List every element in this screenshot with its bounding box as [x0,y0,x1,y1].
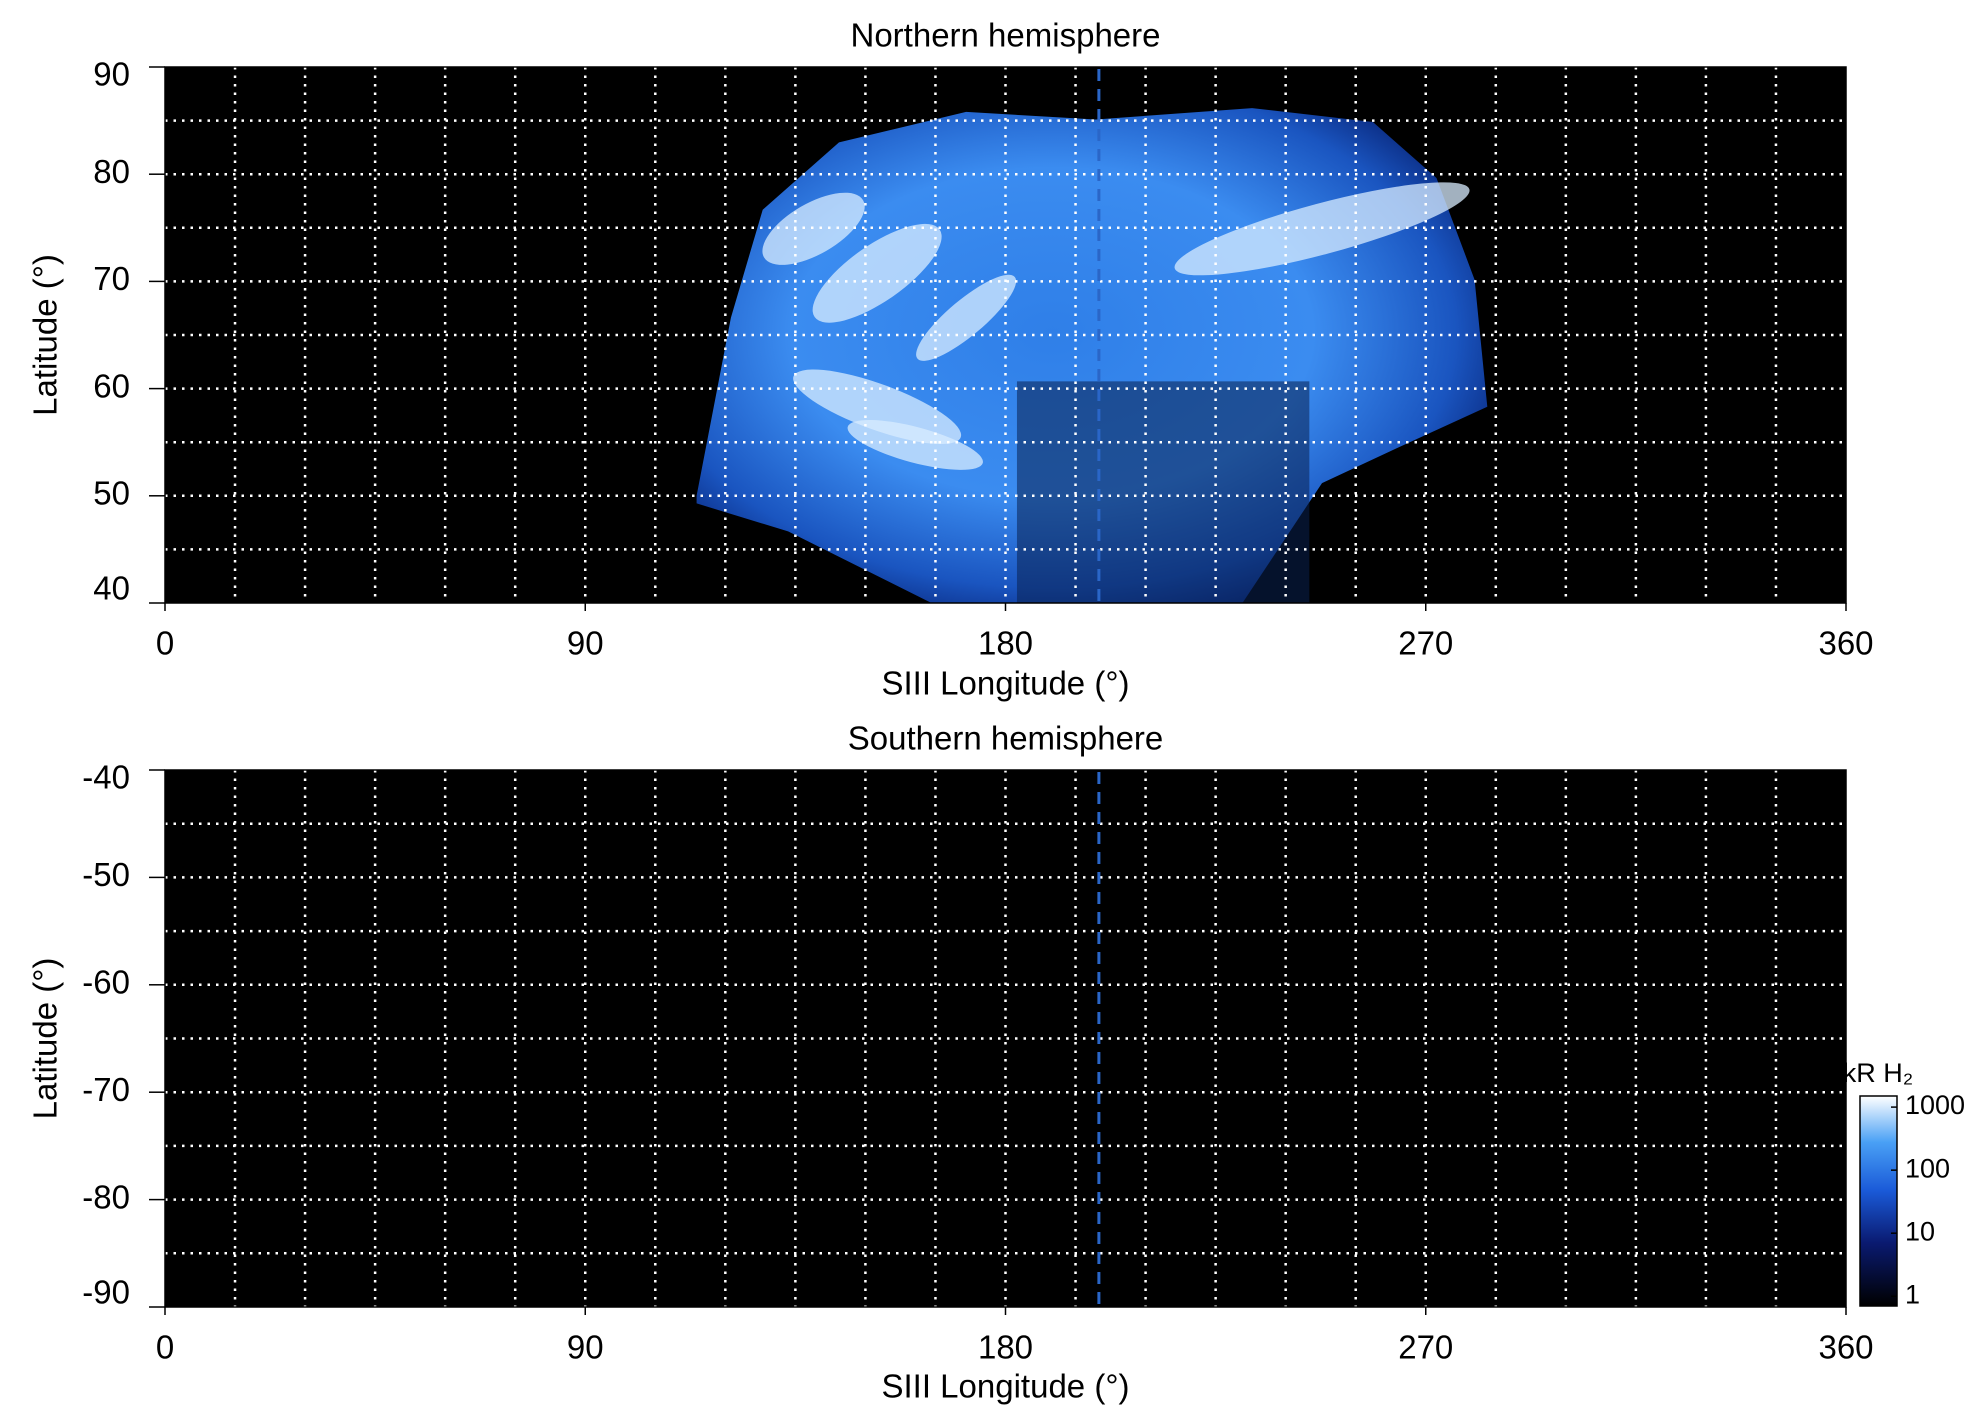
y-tick-label: -90 [82,1274,130,1311]
y-tick-label: 50 [93,475,130,512]
bright-arc [793,369,962,445]
colorbar-tick-label: 1000 [1905,1090,1965,1120]
colorbar [1859,1095,1898,1307]
colorbar-label: kR H₂ [1843,1058,1913,1088]
plot-background [165,770,1846,1307]
y-tick-label: 70 [93,260,130,297]
y-axis-label: Latitude (°) [27,958,64,1120]
y-axis-label: Latitude (°) [27,254,64,416]
emission-image [696,108,1488,603]
y-tick-label: -40 [82,759,130,796]
x-axis-label: SIII Longitude (°) [882,1368,1130,1405]
bright-arc [847,419,983,470]
x-tick-label: 270 [1398,625,1453,662]
x-tick-label: 180 [978,625,1033,662]
colorbar-tick-label: 100 [1905,1153,1950,1183]
bright-arc [916,274,1017,361]
x-tick-label: 180 [978,1329,1033,1366]
chart-title: Southern hemisphere [848,720,1164,757]
bright-arc [812,223,942,323]
x-tick-label: 90 [567,625,604,662]
colorbar-tick-label: 10 [1905,1216,1935,1246]
y-tick-label: -60 [82,964,130,1001]
x-axis-label: SIII Longitude (°) [882,665,1130,702]
x-tick-label: 0 [156,1329,174,1366]
x-tick-label: 270 [1398,1329,1453,1366]
y-tick-label: 90 [93,56,130,93]
chart-title: Northern hemisphere [851,17,1161,54]
colorbar-tick-label: 1 [1905,1279,1920,1309]
y-tick-label: 40 [93,570,130,607]
y-tick-label: -70 [82,1071,130,1108]
y-tick-label: -50 [82,856,130,893]
x-tick-label: 360 [1818,1329,1873,1366]
x-tick-label: 90 [567,1329,604,1366]
x-tick-label: 360 [1818,625,1873,662]
dark-noise-region [1016,381,1310,603]
x-tick-label: 0 [156,625,174,662]
y-tick-label: 60 [93,367,130,404]
bright-arc [762,192,865,265]
y-tick-label: -80 [82,1178,130,1215]
y-tick-label: 80 [93,153,130,190]
